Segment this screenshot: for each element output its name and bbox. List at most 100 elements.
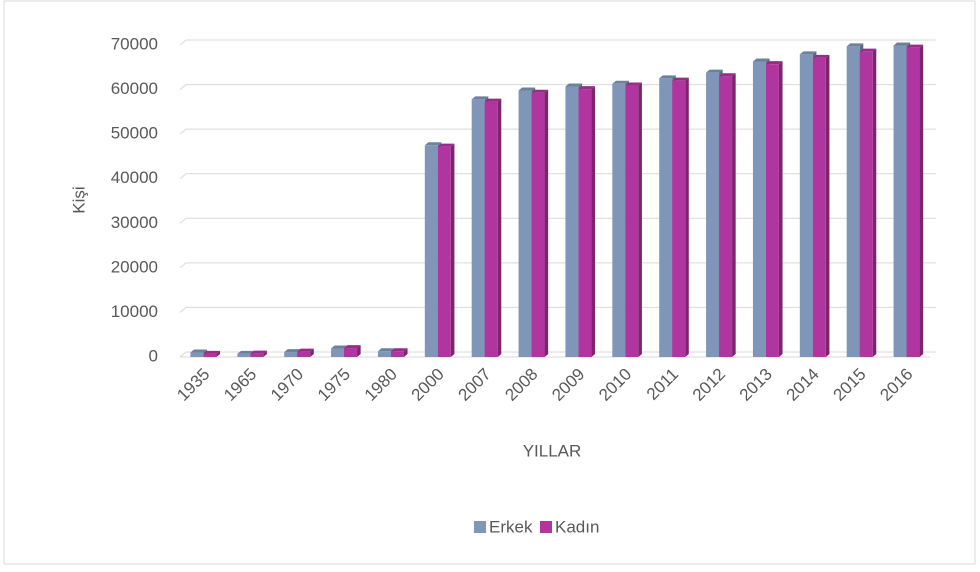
bar-side xyxy=(497,98,502,357)
y-tick-label: 70000 xyxy=(111,34,158,53)
bar-top xyxy=(518,87,536,91)
bar-side xyxy=(544,89,549,357)
bar-top xyxy=(284,349,301,353)
y-tick-label: 40000 xyxy=(111,168,158,187)
bar-top xyxy=(377,348,395,352)
bar xyxy=(331,348,345,357)
legend-label: Kadın xyxy=(555,517,599,536)
bar-top xyxy=(190,349,208,353)
bar xyxy=(859,51,873,357)
bar-side xyxy=(685,77,689,358)
bar-top xyxy=(565,83,583,87)
bar-side xyxy=(732,73,736,357)
y-tick-label: 30000 xyxy=(111,213,158,232)
grid-depth xyxy=(179,262,187,269)
bar-top xyxy=(846,43,864,47)
bar-side xyxy=(825,54,830,357)
bar-top xyxy=(297,348,314,352)
bar xyxy=(484,101,498,357)
bar-top xyxy=(719,73,736,77)
bar xyxy=(250,353,264,357)
bar-top xyxy=(859,48,877,52)
bar-top xyxy=(752,58,770,62)
bar xyxy=(565,86,579,358)
bar xyxy=(377,351,391,357)
grid-depth xyxy=(179,128,187,135)
bar xyxy=(906,47,920,357)
y-tick-label: 60000 xyxy=(111,79,158,98)
bar-top xyxy=(250,350,267,354)
bar xyxy=(437,146,451,357)
bar-top xyxy=(625,82,642,86)
bar-side xyxy=(450,143,455,357)
y-tick-label: 0 xyxy=(149,346,158,365)
bar xyxy=(390,351,404,357)
bar-top xyxy=(765,61,783,65)
bar-top xyxy=(237,350,254,354)
bar xyxy=(190,352,204,357)
bar xyxy=(237,353,251,357)
y-axis-label: Kişi xyxy=(69,186,88,213)
bar-top xyxy=(659,75,676,79)
bar-top xyxy=(437,143,455,147)
y-tick-label: 10000 xyxy=(111,302,158,321)
bar xyxy=(752,61,766,358)
bar-side xyxy=(778,61,783,358)
grid-depth xyxy=(179,173,187,180)
bar xyxy=(344,348,358,357)
bar xyxy=(672,80,686,358)
bar xyxy=(625,85,639,357)
legend-swatch xyxy=(474,521,486,533)
bar xyxy=(812,57,826,357)
y-tick-label: 50000 xyxy=(111,124,158,143)
grid-depth xyxy=(179,84,187,90)
bar-top xyxy=(203,350,221,354)
legend-label: Erkek xyxy=(489,517,533,536)
bar-side xyxy=(872,48,877,357)
bar xyxy=(578,89,592,357)
grid-depth xyxy=(179,39,187,46)
bar-top xyxy=(578,86,596,90)
bar xyxy=(531,92,545,357)
bar-top xyxy=(531,89,549,93)
bar xyxy=(284,352,298,357)
bar xyxy=(799,54,813,358)
bar xyxy=(612,83,626,357)
bar-side xyxy=(403,348,408,357)
bar-top xyxy=(390,348,408,352)
bar xyxy=(424,145,438,357)
bar-side xyxy=(638,82,642,357)
bar xyxy=(846,46,860,357)
bar xyxy=(297,351,311,357)
bar-top xyxy=(344,345,361,349)
bar xyxy=(893,45,907,358)
bar-top xyxy=(706,69,723,73)
bar-top xyxy=(893,42,911,46)
bar xyxy=(471,99,485,358)
grid-depth xyxy=(179,307,187,313)
bar-top xyxy=(799,51,817,55)
bar xyxy=(765,64,779,357)
bar-top xyxy=(612,80,629,84)
bar xyxy=(659,78,673,357)
bar-top xyxy=(484,98,502,102)
bar-side xyxy=(310,348,314,357)
bar xyxy=(719,76,733,357)
bar-top xyxy=(672,77,689,81)
bar-side xyxy=(357,345,361,357)
bar-top xyxy=(906,44,924,48)
x-axis-label: YILLAR xyxy=(523,441,582,460)
bar-top xyxy=(331,345,348,349)
grid-depth xyxy=(179,217,187,224)
bar xyxy=(203,353,217,357)
bar xyxy=(518,90,532,357)
bar-side xyxy=(591,86,596,357)
bar-side xyxy=(263,350,267,357)
bar-side xyxy=(216,350,221,357)
y-tick-label: 20000 xyxy=(111,257,158,276)
bar-side xyxy=(919,44,924,357)
bar xyxy=(706,72,720,358)
grid-depth xyxy=(179,351,187,358)
bar-top xyxy=(471,96,489,100)
